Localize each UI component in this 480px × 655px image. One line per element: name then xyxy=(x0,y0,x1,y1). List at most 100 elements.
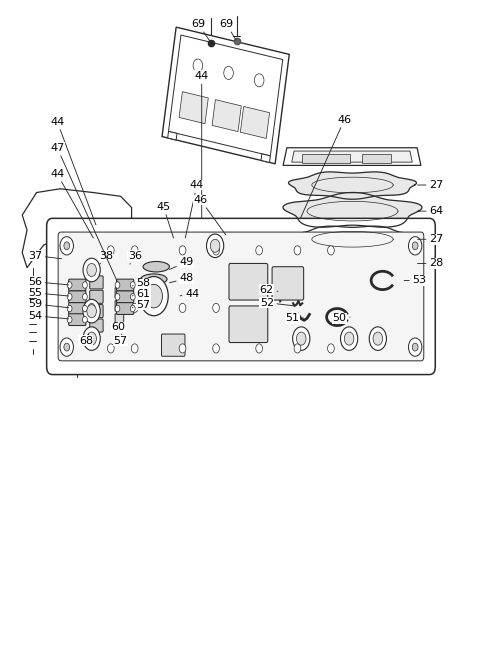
Text: 69: 69 xyxy=(192,19,211,42)
Text: 68: 68 xyxy=(79,334,93,346)
Circle shape xyxy=(344,332,354,345)
Circle shape xyxy=(131,282,135,288)
Text: 28: 28 xyxy=(418,259,444,269)
Circle shape xyxy=(83,305,87,312)
Circle shape xyxy=(213,303,219,312)
Circle shape xyxy=(64,343,70,351)
Polygon shape xyxy=(212,100,241,132)
Circle shape xyxy=(408,338,422,356)
Circle shape xyxy=(132,303,138,312)
Text: 61: 61 xyxy=(132,288,150,299)
Circle shape xyxy=(60,338,73,356)
Text: 59: 59 xyxy=(28,299,69,309)
Circle shape xyxy=(67,316,72,323)
Circle shape xyxy=(256,246,263,255)
FancyBboxPatch shape xyxy=(47,218,435,375)
Circle shape xyxy=(67,282,72,288)
Circle shape xyxy=(412,343,418,351)
FancyBboxPatch shape xyxy=(58,232,424,361)
Text: 62: 62 xyxy=(260,284,278,295)
Ellipse shape xyxy=(141,274,167,284)
Circle shape xyxy=(60,236,73,255)
Text: 44: 44 xyxy=(180,288,199,299)
Polygon shape xyxy=(283,193,422,227)
Text: 27: 27 xyxy=(418,234,444,244)
Bar xyxy=(362,154,391,163)
Circle shape xyxy=(67,293,72,300)
Polygon shape xyxy=(168,132,177,140)
Text: 54: 54 xyxy=(28,310,69,321)
Circle shape xyxy=(213,246,219,255)
Polygon shape xyxy=(288,172,417,199)
FancyBboxPatch shape xyxy=(161,334,185,356)
FancyBboxPatch shape xyxy=(90,290,103,303)
Circle shape xyxy=(115,305,120,312)
FancyBboxPatch shape xyxy=(117,279,134,291)
Ellipse shape xyxy=(143,261,169,272)
Circle shape xyxy=(179,303,186,312)
Text: 60: 60 xyxy=(111,322,125,333)
Text: 57: 57 xyxy=(132,299,150,310)
FancyBboxPatch shape xyxy=(229,263,268,300)
Text: 47: 47 xyxy=(50,143,118,282)
Circle shape xyxy=(327,246,334,255)
Circle shape xyxy=(327,344,334,353)
Circle shape xyxy=(83,258,100,282)
Circle shape xyxy=(87,305,96,318)
Text: 36: 36 xyxy=(128,251,142,264)
FancyBboxPatch shape xyxy=(229,306,268,343)
FancyBboxPatch shape xyxy=(69,291,86,303)
FancyBboxPatch shape xyxy=(69,303,86,314)
Circle shape xyxy=(408,236,422,255)
Circle shape xyxy=(64,242,70,250)
Text: 44: 44 xyxy=(194,71,209,218)
Circle shape xyxy=(83,327,100,350)
Circle shape xyxy=(83,282,87,288)
Circle shape xyxy=(132,344,138,353)
Circle shape xyxy=(131,305,135,312)
Circle shape xyxy=(87,263,96,276)
FancyBboxPatch shape xyxy=(272,267,304,300)
Circle shape xyxy=(108,344,114,353)
Text: 57: 57 xyxy=(113,334,127,346)
Circle shape xyxy=(132,246,138,255)
Text: 45: 45 xyxy=(156,202,174,238)
Text: 38: 38 xyxy=(99,251,113,264)
Circle shape xyxy=(179,246,186,255)
Text: 44: 44 xyxy=(50,169,93,238)
Text: 49: 49 xyxy=(169,257,193,269)
FancyBboxPatch shape xyxy=(69,279,86,291)
Polygon shape xyxy=(261,154,270,162)
Circle shape xyxy=(206,234,224,257)
Text: 44: 44 xyxy=(185,180,204,238)
Bar xyxy=(302,154,350,163)
Polygon shape xyxy=(292,151,412,162)
Circle shape xyxy=(108,246,114,255)
Circle shape xyxy=(140,276,168,316)
Text: 64: 64 xyxy=(418,206,444,216)
Text: 55: 55 xyxy=(28,288,69,298)
Text: 46: 46 xyxy=(194,195,226,235)
Circle shape xyxy=(210,239,220,252)
Circle shape xyxy=(373,332,383,345)
Circle shape xyxy=(179,344,186,353)
FancyBboxPatch shape xyxy=(90,319,103,332)
FancyBboxPatch shape xyxy=(115,301,124,311)
Circle shape xyxy=(369,327,386,350)
Circle shape xyxy=(340,327,358,350)
Circle shape xyxy=(67,305,72,312)
Text: 69: 69 xyxy=(219,19,236,40)
Text: 50: 50 xyxy=(333,313,350,324)
Circle shape xyxy=(224,66,233,79)
FancyBboxPatch shape xyxy=(117,291,134,303)
Circle shape xyxy=(131,293,135,300)
Circle shape xyxy=(115,282,120,288)
Polygon shape xyxy=(283,148,421,166)
Circle shape xyxy=(294,246,301,255)
Text: 53: 53 xyxy=(404,276,426,286)
Circle shape xyxy=(294,344,301,353)
Text: 58: 58 xyxy=(132,278,150,288)
Polygon shape xyxy=(22,189,132,268)
Circle shape xyxy=(254,74,264,87)
Circle shape xyxy=(83,293,87,300)
